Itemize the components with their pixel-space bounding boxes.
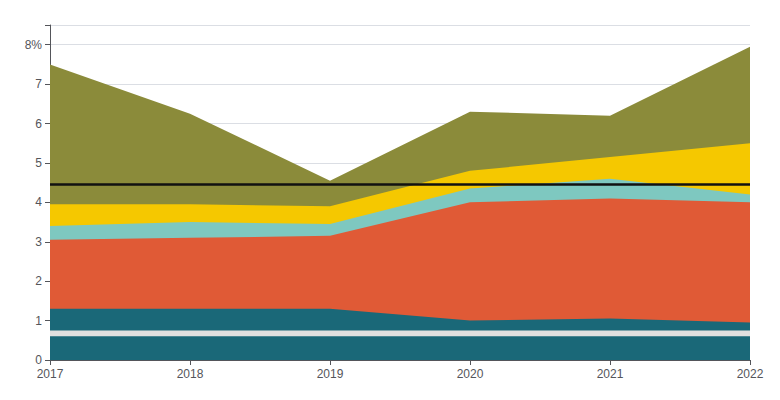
svg-text:2020: 2020 xyxy=(457,367,484,381)
svg-text:6: 6 xyxy=(35,117,42,131)
svg-text:2019: 2019 xyxy=(317,367,344,381)
svg-text:2018: 2018 xyxy=(177,367,204,381)
svg-text:2017: 2017 xyxy=(37,367,64,381)
svg-text:1: 1 xyxy=(35,314,42,328)
svg-text:2: 2 xyxy=(35,274,42,288)
svg-text:2022: 2022 xyxy=(737,367,764,381)
svg-text:2021: 2021 xyxy=(597,367,624,381)
svg-text:0: 0 xyxy=(35,353,42,367)
svg-text:7: 7 xyxy=(35,77,42,91)
svg-text:5: 5 xyxy=(35,156,42,170)
svg-text:4: 4 xyxy=(35,195,42,209)
svg-text:8%: 8% xyxy=(25,38,43,52)
svg-text:3: 3 xyxy=(35,235,42,249)
